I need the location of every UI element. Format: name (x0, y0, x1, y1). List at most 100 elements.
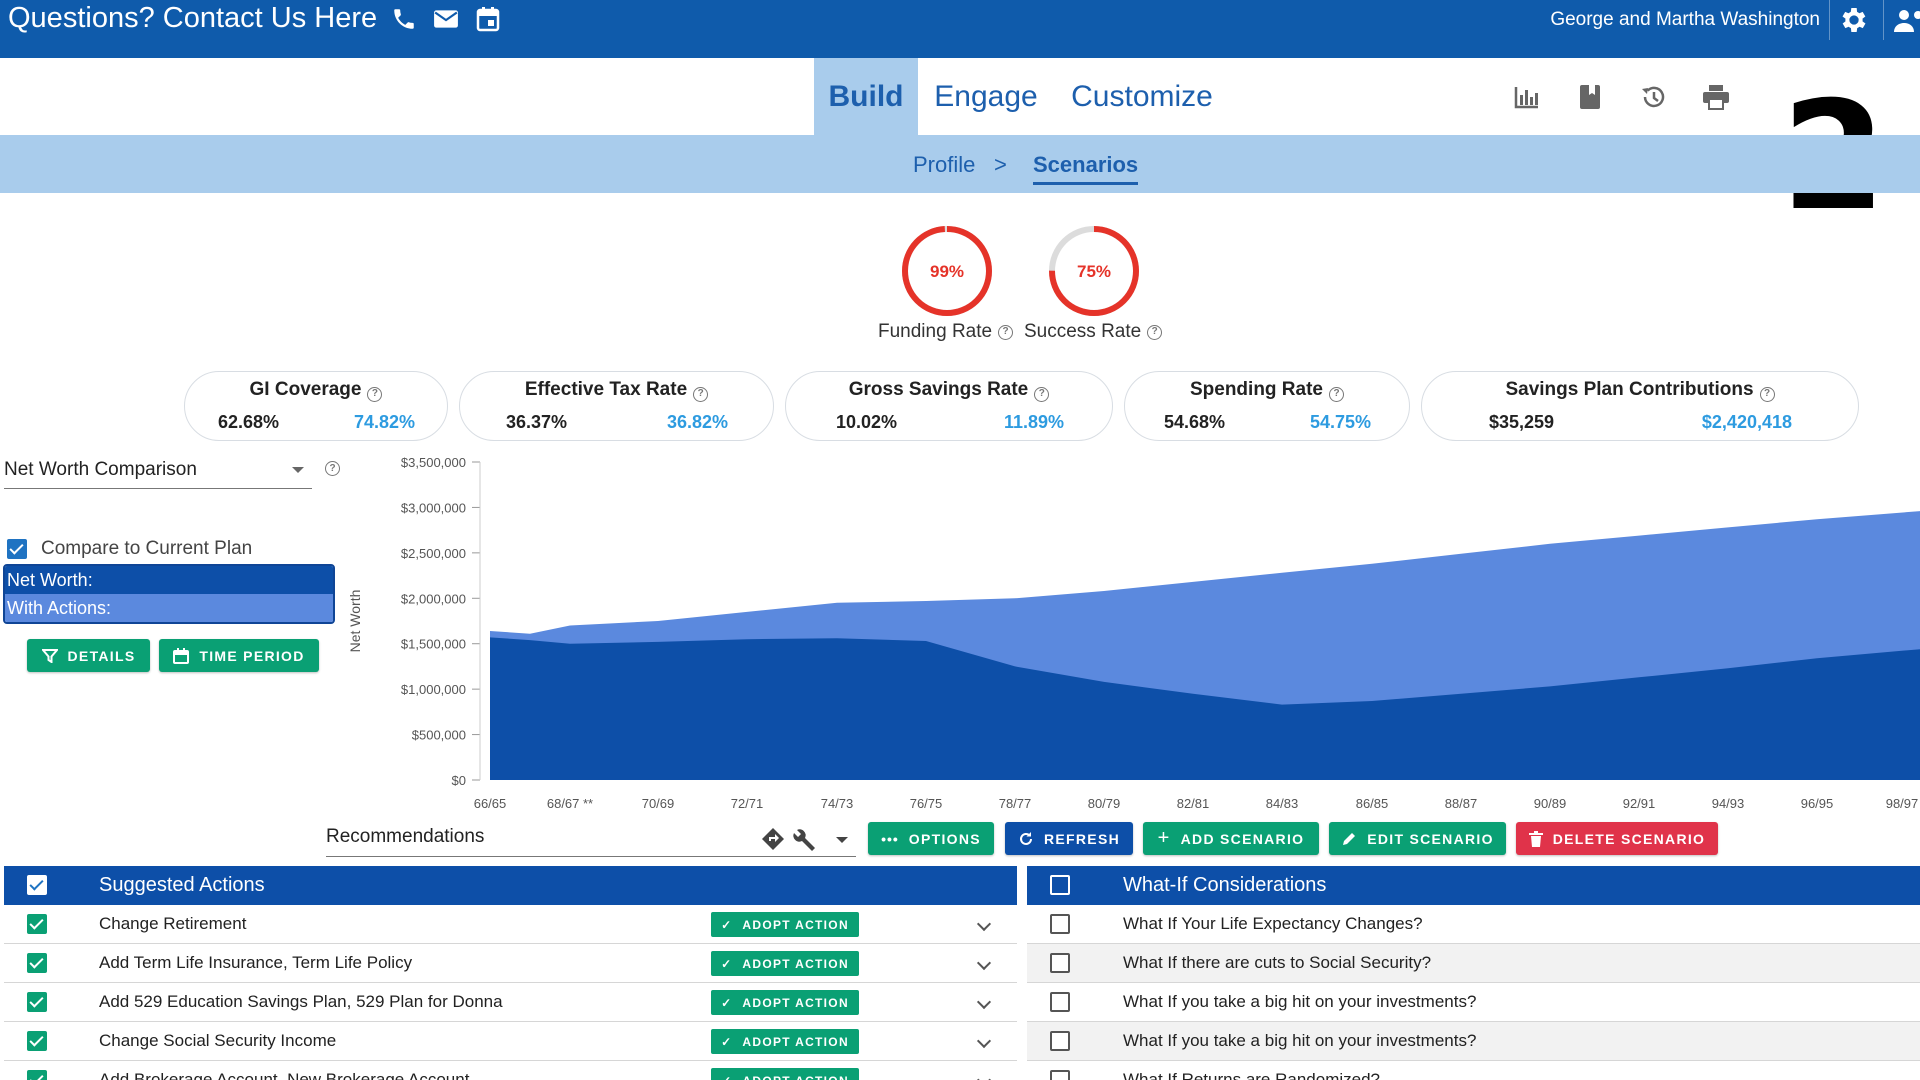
row-checkbox[interactable] (27, 953, 47, 973)
metric-card-savings-plan-contributions: Savings Plan Contributions? $35,259 $2,4… (1421, 371, 1859, 441)
calendar-icon[interactable] (473, 4, 503, 34)
funding-rate-label-wrap: Funding Rate ? (878, 321, 1014, 343)
compare-to-current-plan[interactable]: Compare to Current Plan (7, 538, 252, 560)
chevron-down-icon[interactable] (976, 955, 992, 971)
mail-icon[interactable] (431, 4, 461, 34)
phone-icon[interactable] (389, 4, 419, 34)
trash-icon (1528, 830, 1543, 847)
metric-card-gi-coverage: GI Coverage? 62.68% 74.82% (184, 371, 448, 441)
row-checkbox[interactable] (27, 992, 47, 1012)
options-button[interactable]: ••• OPTIONS (868, 822, 994, 855)
chevron-down-icon[interactable] (976, 994, 992, 1010)
x-tick-label: 68/67 ** (547, 796, 593, 811)
table-row: Add Brokerage Account, New Brokerage Acc… (4, 1061, 1017, 1080)
metric-title: Savings Plan Contributions (1505, 379, 1754, 400)
select-all-checkbox[interactable] (1050, 875, 1070, 895)
metric-scenario: 36.82% (666, 412, 728, 432)
tab-build[interactable]: Build (814, 58, 918, 135)
bar-chart-icon[interactable] (1512, 82, 1542, 112)
time-period-button[interactable]: TIME PERIOD (159, 639, 319, 672)
row-checkbox[interactable] (1050, 1070, 1070, 1080)
metric-current: 62.68% (218, 412, 280, 432)
adopt-action-button[interactable]: ✓ ADOPT ACTION (711, 990, 859, 1015)
help-icon[interactable]: ? (325, 461, 340, 476)
help-icon[interactable]: ? (1329, 386, 1344, 402)
recommendations-icons (760, 826, 818, 854)
metric-title: Effective Tax Rate (524, 379, 688, 400)
options-button-label: OPTIONS (908, 830, 981, 847)
print-icon[interactable] (1701, 82, 1731, 112)
x-tick-label: 84/83 (1266, 796, 1299, 811)
metric-scenario: 74.82% (353, 412, 415, 432)
what-if-label: What If there are cuts to Social Securit… (1123, 953, 1432, 972)
what-if-header: What-If Considerations (1027, 866, 1920, 905)
details-button[interactable]: DETAILS (27, 639, 150, 672)
what-if-label: What If Returns are Randomized? (1123, 1070, 1381, 1080)
adopt-action-button[interactable]: ✓ ADOPT ACTION (711, 1068, 859, 1080)
breadcrumb-scenarios[interactable]: Scenarios (1033, 152, 1139, 185)
success-rate-label: Success Rate (1024, 321, 1142, 342)
metric-card-gross-savings-rate: Gross Savings Rate? 10.02% 11.89% (785, 371, 1113, 441)
help-icon[interactable]: ? (998, 324, 1014, 340)
metric-scenario: $2,420,418 (1701, 412, 1792, 432)
action-label: Add Brokerage Account, New Brokerage Acc… (99, 1070, 470, 1080)
chart-type-select-value: Net Worth Comparison (4, 459, 197, 480)
row-checkbox[interactable] (1050, 914, 1070, 934)
help-icon[interactable]: ? (693, 386, 709, 402)
adopt-action-button[interactable]: ✓ ADOPT ACTION (711, 912, 859, 937)
row-checkbox[interactable] (1050, 1031, 1070, 1051)
adopt-action-button[interactable]: ✓ ADOPT ACTION (711, 1029, 859, 1054)
help-icon[interactable]: ? (1759, 386, 1775, 402)
recommendations-select[interactable]: Recommendations (326, 826, 856, 857)
adopt-action-label: ADOPT ACTION (742, 1034, 849, 1049)
users-icon[interactable] (1892, 6, 1920, 36)
tab-engage[interactable]: Engage (934, 79, 1038, 113)
refresh-icon (1020, 831, 1032, 845)
compare-checkbox[interactable] (7, 539, 27, 559)
breadcrumb-profile[interactable]: Profile (913, 152, 976, 177)
help-icon[interactable]: ? (1034, 386, 1050, 402)
metric-card-effective-tax-rate: Effective Tax Rate? 36.37% 36.82% (459, 371, 774, 441)
x-tick-label: 98/97 (1886, 796, 1919, 811)
user-name[interactable]: George and Martha Washington (1550, 9, 1820, 30)
row-checkbox[interactable] (27, 1070, 47, 1080)
chevron-down-icon[interactable] (976, 1033, 992, 1049)
edit-scenario-button[interactable]: EDIT SCENARIO (1329, 822, 1506, 855)
help-icon[interactable]: ? (1147, 324, 1163, 340)
suggested-actions-table: Suggested Actions Change Retirement ✓ ADO… (4, 866, 1017, 1080)
breadcrumb: Profile > Scenarios (0, 135, 1920, 193)
row-checkbox[interactable] (1050, 953, 1070, 973)
delete-scenario-button[interactable]: DELETE SCENARIO (1516, 822, 1718, 855)
chevron-down-icon[interactable] (976, 1072, 992, 1080)
suggested-actions-title: Suggested Actions (99, 874, 265, 896)
adopt-action-label: ADOPT ACTION (742, 1074, 849, 1080)
history-icon[interactable] (1638, 82, 1668, 112)
table-row: What If Your Life Expectancy Changes? (1027, 905, 1920, 944)
select-all-checkbox[interactable] (27, 875, 47, 895)
refresh-button[interactable]: REFRESH (1005, 822, 1133, 855)
metric-current: 36.37% (506, 412, 568, 432)
book-icon[interactable] (1575, 82, 1605, 112)
plus-icon: + (1157, 827, 1171, 849)
metric-title: Gross Savings Rate (848, 379, 1029, 400)
check-icon: ✓ (721, 917, 733, 932)
metric-current: 54.68% (1164, 412, 1226, 432)
metric-scenario: 54.75% (1309, 412, 1371, 432)
gear-icon[interactable] (1838, 4, 1870, 36)
row-checkbox[interactable] (27, 1031, 47, 1051)
row-checkbox[interactable] (1050, 992, 1070, 1012)
chevron-down-icon[interactable] (976, 916, 992, 932)
x-tick-label: 76/75 (910, 796, 943, 811)
delete-scenario-button-label: DELETE SCENARIO (1552, 830, 1706, 847)
add-scenario-button[interactable]: + ADD SCENARIO (1143, 822, 1319, 855)
contact-area: Questions? Contact Us Here (8, 2, 503, 35)
help-icon[interactable]: ? (367, 386, 383, 402)
x-tick-label: 78/77 (999, 796, 1032, 811)
what-if-label: What If you take a big hit on your inves… (1123, 992, 1477, 1011)
tab-customize[interactable]: Customize (1071, 79, 1213, 113)
recommendations-select-value: Recommendations (326, 826, 485, 847)
chart-type-select[interactable]: Net Worth Comparison (4, 459, 312, 489)
what-if-table: What-If Considerations What If Your Life… (1027, 866, 1920, 1080)
row-checkbox[interactable] (27, 914, 47, 934)
adopt-action-button[interactable]: ✓ ADOPT ACTION (711, 951, 859, 976)
